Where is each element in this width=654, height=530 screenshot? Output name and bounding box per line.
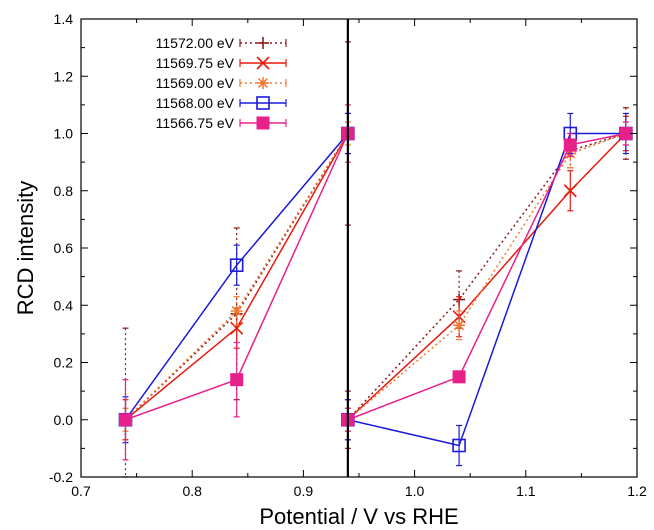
data-point-cross [230, 321, 244, 335]
x-axis-title: Potential / V vs RHE [259, 504, 458, 529]
legend-label: 11569.75 eV [156, 55, 235, 71]
data-point-asterisk [453, 319, 466, 332]
y-tick-label: 0.2 [54, 355, 74, 371]
x-tick-label: 0.9 [294, 483, 314, 499]
y-tick-label: 1.0 [54, 126, 74, 142]
x-tick-label: 0.8 [182, 483, 202, 499]
y-tick-label: 0.4 [54, 297, 74, 313]
series-line [347, 132, 627, 421]
legend-entry-3: 11568.00 eV [156, 95, 287, 111]
legend-entry-1: 11569.75 eV [156, 55, 287, 71]
data-point-filled-square [118, 413, 132, 427]
data-point-open-square [256, 96, 270, 110]
axes: 0.7 0.8 0.9 1.0 1.1 1.2 -0.2 0.0 0.2 0.4 0.6 0.8 1.0… [49, 11, 647, 499]
data-point-filled-square [563, 138, 577, 152]
y-tick-label: 0.6 [54, 240, 74, 256]
y-tick-label: 0.8 [54, 183, 74, 199]
data-point-asterisk [230, 304, 243, 317]
y-tick-label: 1.4 [54, 11, 74, 27]
data-point-filled-square [230, 373, 244, 387]
legend-label: 11569.00 eV [156, 75, 235, 91]
series-4 [118, 104, 633, 461]
data-point-asterisk [257, 77, 269, 89]
series-line [347, 132, 626, 447]
data-point-filled-square [256, 116, 270, 130]
data-point-cross [563, 184, 577, 198]
series-1 [118, 112, 633, 441]
data-point-plus [257, 37, 269, 49]
y-tick-label: 1.2 [54, 68, 74, 84]
y-tick-label: 0.0 [54, 412, 74, 428]
x-tick-label: 1.0 [405, 483, 425, 499]
x-tick-label: 1.2 [627, 483, 647, 499]
legend-label: 11568.00 eV [156, 95, 235, 111]
legend-entry-0: 11572.00 eV [156, 35, 287, 51]
legend-entry-2: 11569.00 eV [156, 75, 287, 91]
y-tick-label: -0.2 [49, 469, 73, 485]
data-point-open-square [229, 258, 244, 272]
data-point-filled-square [452, 370, 466, 384]
data-point-cross [256, 56, 270, 70]
series-3 [118, 112, 633, 467]
x-tick-label: 0.7 [71, 483, 91, 499]
data-point-open-square [452, 438, 466, 453]
legend-label: 11566.75 eV [156, 115, 235, 131]
series-line [347, 132, 627, 421]
y-axis-title: RCD intensity [13, 181, 38, 315]
series-2 [119, 121, 632, 432]
legend-entry-4: 11566.75 eV [156, 115, 287, 131]
series-line [347, 132, 627, 421]
legend: 11572.00 eV 11569.75 eV 11569.00 eV 11568.0… [156, 35, 287, 131]
legend-label: 11572.00 eV [156, 35, 235, 51]
series-line [347, 132, 627, 421]
x-tick-label: 1.1 [516, 483, 536, 499]
